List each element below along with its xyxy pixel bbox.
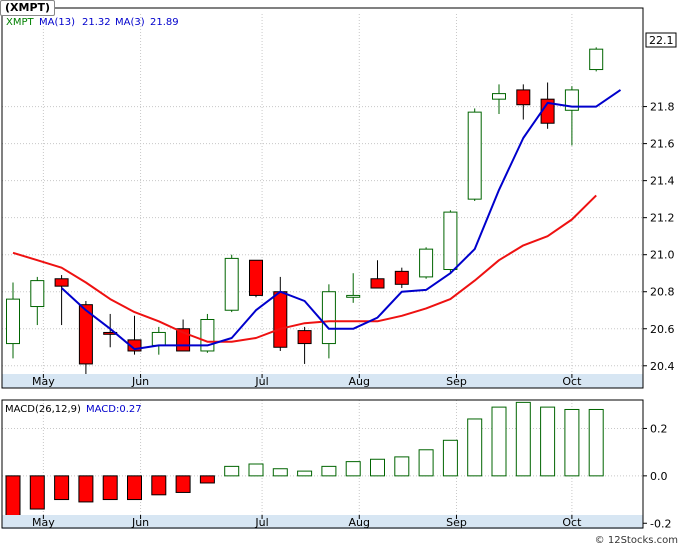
candle-down [78, 304, 93, 365]
macd-bar-positive [297, 470, 313, 477]
macd-bar-positive [248, 463, 264, 477]
candle-up [224, 257, 239, 311]
candle-up [589, 48, 604, 71]
macd-bar-positive [370, 458, 385, 477]
macd-bar-negative [78, 475, 94, 503]
month-label: Aug [349, 375, 370, 388]
last-price-marker: 22.1 [645, 32, 677, 48]
legend-macd-params: MACD(26,12,9) [5, 404, 81, 415]
moving-averages [12, 89, 622, 351]
macd-bar-positive [564, 408, 580, 477]
candle-down [273, 291, 288, 348]
macd-ytick-label: -0.2 [650, 517, 671, 530]
candle-up [30, 280, 45, 308]
month-label: Sep [446, 516, 467, 529]
price-ytick-label: 21.4 [650, 175, 675, 188]
month-label: Jun [131, 375, 149, 388]
candle-up [419, 248, 434, 278]
ma13-line [12, 194, 597, 343]
macd-panel-frame [1, 399, 644, 529]
macd-bar-positive [272, 468, 288, 477]
price-ytick-label: 21.2 [650, 212, 675, 225]
month-label: Oct [562, 375, 582, 388]
price-month-band-bg [2, 374, 643, 388]
legend-ma3-value: 21.89 [150, 17, 179, 28]
candle-up [321, 291, 336, 345]
candle-down [297, 330, 312, 345]
price-y-axis: 20.4 20.6 20.8 21.0 21.2 21.4 21.6 21.8 [643, 101, 675, 373]
macd-bar-negative [127, 475, 142, 501]
macd-bar-negative [29, 475, 45, 510]
month-label: Jul [254, 375, 268, 388]
macd-y-axis: -0.2 0.0 0.2 [643, 422, 671, 530]
candle-up [200, 318, 215, 352]
price-ytick-label: 20.4 [650, 360, 675, 373]
candle-down [516, 89, 531, 106]
macd-bar-negative [199, 475, 215, 484]
legend-ma3-label: MA(3) [115, 17, 145, 28]
price-ytick-label: 21.8 [650, 101, 675, 114]
price-month-band: May Jun Jul Aug Sep Oct [2, 374, 643, 388]
candle-up [467, 111, 482, 200]
macd-bar-negative [102, 475, 118, 501]
macd-bar-positive [515, 401, 531, 477]
panel-frames [1, 7, 644, 529]
macd-bar-positive [491, 406, 507, 477]
candle-up [346, 294, 361, 298]
macd-bar-negative [175, 475, 191, 493]
legend: XMPT MA(13) 21.32 MA(3) 21.89 MACD(26,12… [5, 17, 179, 415]
macd-month-band: May Jun Jul Aug Sep Oct [2, 515, 643, 529]
watermark: © 12Stocks.com [594, 535, 678, 546]
price-panel-frame [1, 7, 644, 389]
macd-histogram [5, 401, 604, 529]
legend-ma13-label: MA(13) [39, 17, 75, 28]
macd-month-band-bg [2, 515, 643, 529]
chart-title: (XMPT) [0, 0, 56, 16]
candle-down [370, 278, 385, 289]
month-label: Oct [562, 516, 582, 529]
candle-down [249, 259, 263, 296]
price-grid [2, 14, 643, 388]
macd-bar-positive [588, 408, 604, 477]
legend-ticker: XMPT [6, 17, 35, 28]
macd-bar-positive [442, 439, 458, 477]
macd-bar-negative [54, 475, 70, 501]
price-ytick-label: 21.0 [650, 249, 675, 262]
candle-down [394, 270, 409, 285]
legend-ma13-value: 21.32 [82, 17, 111, 28]
macd-bar-positive [418, 449, 434, 477]
macd-bar-positive [540, 406, 556, 477]
candle-down [54, 278, 69, 287]
macd-bar-positive [394, 456, 410, 477]
macd-bar-positive [321, 465, 337, 477]
macd-ytick-label: 0.2 [650, 422, 668, 435]
last-price-box [645, 32, 677, 48]
macd-bar-positive [467, 418, 483, 477]
month-label: Jun [131, 516, 149, 529]
month-label: Jul [254, 516, 268, 529]
legend-macd-value: MACD:0.27 [86, 404, 142, 415]
month-label: Aug [349, 516, 370, 529]
month-label: Sep [446, 375, 467, 388]
macd-bar-positive [345, 461, 361, 477]
price-candles [6, 47, 604, 387]
candle-up [443, 211, 458, 271]
month-label: May [32, 516, 55, 529]
price-ytick-label: 21.6 [650, 138, 675, 151]
ma3-line [60, 89, 622, 351]
candle-up [6, 298, 20, 345]
macd-ytick-label: 0.0 [650, 470, 668, 483]
price-ytick-label: 20.8 [650, 286, 675, 299]
last-price-label: 22.1 [649, 34, 674, 47]
candle-up [492, 93, 506, 100]
price-ytick-label: 20.6 [650, 323, 675, 336]
macd-bar-positive [224, 465, 240, 477]
month-label: May [32, 375, 55, 388]
candle-down [127, 339, 142, 352]
macd-bar-negative [151, 475, 167, 496]
candle-up [151, 331, 166, 346]
